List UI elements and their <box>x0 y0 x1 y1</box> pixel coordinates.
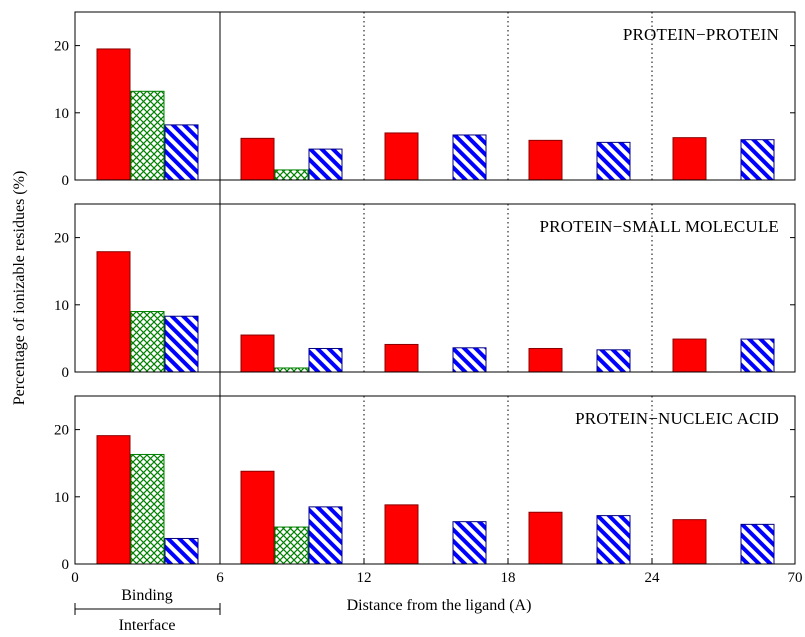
bar-red-panel1-bin1 <box>96 48 131 181</box>
x-tick-label: 0 <box>71 570 79 586</box>
panel-title: PROTEIN−PROTEIN <box>623 25 779 44</box>
bar-blue-panel3-bin5 <box>740 523 775 565</box>
bar-red-panel1-bin5 <box>672 137 707 181</box>
bar-red-panel1-bin2 <box>240 137 275 181</box>
bar-blue-panel1-bin5 <box>740 139 775 181</box>
plot-frame <box>74 203 796 373</box>
x-tick-label: 24 <box>645 570 661 586</box>
bar-red-panel3-bin4 <box>528 511 563 565</box>
y-tick-label: 10 <box>54 106 69 122</box>
bar-blue-panel3-bin3 <box>452 521 487 565</box>
y-tick-label: 0 <box>62 365 70 381</box>
bar-blue-panel1-bin2 <box>308 148 343 181</box>
panel-1: 0 10 20 PROTEIN−PROTEIN <box>54 11 796 189</box>
y-tick-label: 10 <box>54 490 69 506</box>
panel-3: 0 10 20 PROTEIN−NUCLEIC ACID <box>54 395 796 573</box>
bar-blue-panel3-bin4 <box>596 515 631 565</box>
bar-red-panel2-bin1 <box>96 251 131 373</box>
panel-title: PROTEIN−NUCLEIC ACID <box>575 409 779 428</box>
y-tick-label: 20 <box>54 39 69 55</box>
bar-green-panel3-bin1 <box>130 453 165 565</box>
bar-green-panel1-bin1 <box>130 90 165 181</box>
bar-blue-panel1-bin1 <box>164 124 199 181</box>
y-tick-label: 20 <box>54 423 69 439</box>
bar-green-panel1-bin2 <box>274 169 309 181</box>
y-tick-label: 20 <box>54 231 69 247</box>
bar-red-panel1-bin4 <box>528 139 563 181</box>
y-tick-label: 0 <box>62 173 70 189</box>
bar-blue-panel2-bin4 <box>596 349 631 373</box>
y-tick-label: 0 <box>62 557 70 573</box>
x-tick-label: 12 <box>357 570 372 586</box>
x-tick-label: 6 <box>216 570 224 586</box>
x-tick-label: 18 <box>501 570 516 586</box>
bar-red-panel2-bin4 <box>528 347 563 373</box>
interface-annotation: Interface <box>119 617 176 634</box>
bar-red-panel3-bin2 <box>240 470 275 565</box>
bar-red-panel3-bin5 <box>672 519 707 565</box>
bar-red-panel3-bin1 <box>96 435 131 565</box>
y-tick-label: 10 <box>54 298 69 314</box>
bar-red-panel2-bin3 <box>384 343 419 373</box>
bar-blue-panel3-bin1 <box>164 537 199 565</box>
bar-red-panel2-bin2 <box>240 334 275 373</box>
bar-blue-panel2-bin5 <box>740 338 775 373</box>
bar-red-panel2-bin5 <box>672 338 707 373</box>
bar-blue-panel3-bin2 <box>308 506 343 565</box>
bar-blue-panel2-bin1 <box>164 315 199 373</box>
bar-blue-panel1-bin4 <box>596 141 631 181</box>
bar-red-panel3-bin3 <box>384 504 419 565</box>
bar-green-panel3-bin2 <box>274 526 309 565</box>
y-axis-label: Percentage of ionizable residues (%) <box>11 171 28 406</box>
bar-green-panel2-bin2 <box>274 367 309 373</box>
panel-2: 0 10 20 PROTEIN−SMALL MOLECULE <box>54 203 796 381</box>
bar-blue-panel2-bin2 <box>308 347 343 373</box>
bar-blue-panel1-bin3 <box>452 134 487 181</box>
plot-frame <box>74 11 796 181</box>
panel-title: PROTEIN−SMALL MOLECULE <box>539 217 779 236</box>
x-axis-label: Distance from the ligand (A) <box>347 597 532 614</box>
bar-green-panel2-bin1 <box>130 311 165 373</box>
bar-red-panel1-bin3 <box>384 132 419 181</box>
x-tick-label: 70 <box>788 570 803 586</box>
binding-annotation: Binding <box>121 587 173 604</box>
plot-frame <box>74 395 796 565</box>
bar-blue-panel2-bin3 <box>452 347 487 373</box>
